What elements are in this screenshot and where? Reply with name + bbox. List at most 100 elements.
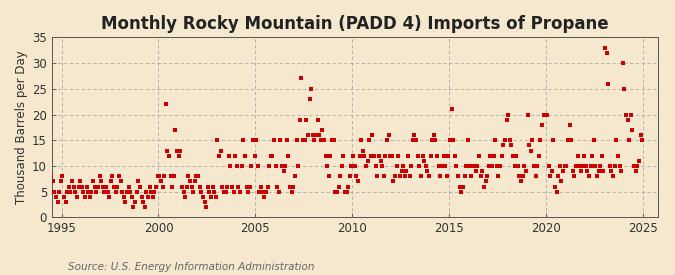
Point (328, 138, 339, 142)
Point (138, 200, 148, 204)
Point (369, 153, 379, 158)
Point (603, 81, 614, 86)
Point (441, 174, 452, 178)
Point (387, 153, 398, 158)
Point (371, 164, 381, 168)
Point (537, 123, 547, 127)
Point (165, 174, 176, 178)
Point (207, 184, 218, 189)
Point (365, 153, 376, 158)
Point (105, 179, 116, 184)
Point (601, 51, 612, 55)
Point (430, 138, 441, 142)
Point (500, 138, 510, 142)
Point (304, 97, 315, 101)
Point (380, 153, 391, 158)
Point (186, 184, 197, 189)
Point (612, 153, 623, 158)
Point (454, 184, 465, 189)
Point (451, 164, 462, 168)
Point (232, 164, 242, 168)
Point (43, 189, 53, 194)
Point (425, 153, 436, 158)
Point (227, 184, 238, 189)
Point (549, 184, 560, 189)
Point (331, 189, 342, 194)
Point (99, 189, 110, 194)
Point (290, 174, 300, 178)
Point (75, 179, 86, 184)
Point (115, 179, 126, 184)
Point (516, 179, 526, 184)
Point (504, 138, 515, 142)
Point (599, 45, 610, 50)
Point (190, 179, 200, 184)
Point (288, 184, 299, 189)
Point (278, 169, 289, 173)
Point (421, 164, 431, 168)
Point (70, 189, 81, 194)
Point (351, 174, 362, 178)
Point (86, 189, 97, 194)
Text: Source: U.S. Energy Information Administration: Source: U.S. Energy Information Administ… (68, 262, 314, 272)
Point (296, 76, 307, 81)
Point (336, 164, 347, 168)
Point (561, 164, 572, 168)
Point (511, 153, 522, 158)
Point (204, 189, 215, 194)
Point (619, 87, 630, 91)
Point (298, 138, 308, 142)
Point (153, 174, 163, 178)
Point (162, 148, 173, 153)
Point (47, 179, 58, 184)
Point (117, 189, 128, 194)
Point (388, 179, 399, 184)
Point (301, 117, 312, 122)
Point (228, 189, 239, 194)
Point (323, 174, 334, 178)
Point (443, 153, 454, 158)
Point (249, 153, 260, 158)
Point (272, 184, 283, 189)
Point (235, 189, 246, 194)
Point (80, 195, 90, 199)
Point (498, 143, 509, 148)
Point (472, 164, 483, 168)
Point (427, 138, 437, 142)
Point (124, 184, 134, 189)
Point (560, 164, 570, 168)
Point (532, 164, 543, 168)
Point (438, 153, 449, 158)
Point (130, 200, 140, 204)
Point (496, 153, 507, 158)
Point (412, 153, 423, 158)
Point (246, 164, 256, 168)
Point (128, 205, 139, 209)
Point (466, 174, 477, 178)
Point (385, 153, 396, 158)
Point (173, 153, 184, 158)
Point (519, 164, 530, 168)
Point (572, 153, 583, 158)
Point (435, 174, 446, 178)
Point (309, 138, 320, 142)
Point (432, 153, 443, 158)
Point (230, 153, 240, 158)
Point (320, 153, 331, 158)
Point (223, 153, 234, 158)
Point (125, 189, 136, 194)
Point (402, 153, 413, 158)
Point (362, 159, 373, 163)
Point (389, 174, 400, 178)
Point (597, 153, 608, 158)
Point (509, 164, 520, 168)
Point (622, 117, 633, 122)
Point (217, 184, 227, 189)
Point (590, 164, 601, 168)
Point (191, 174, 202, 178)
Point (569, 174, 580, 178)
Point (142, 195, 153, 199)
Point (306, 87, 317, 91)
Point (221, 184, 232, 189)
Point (614, 164, 625, 168)
